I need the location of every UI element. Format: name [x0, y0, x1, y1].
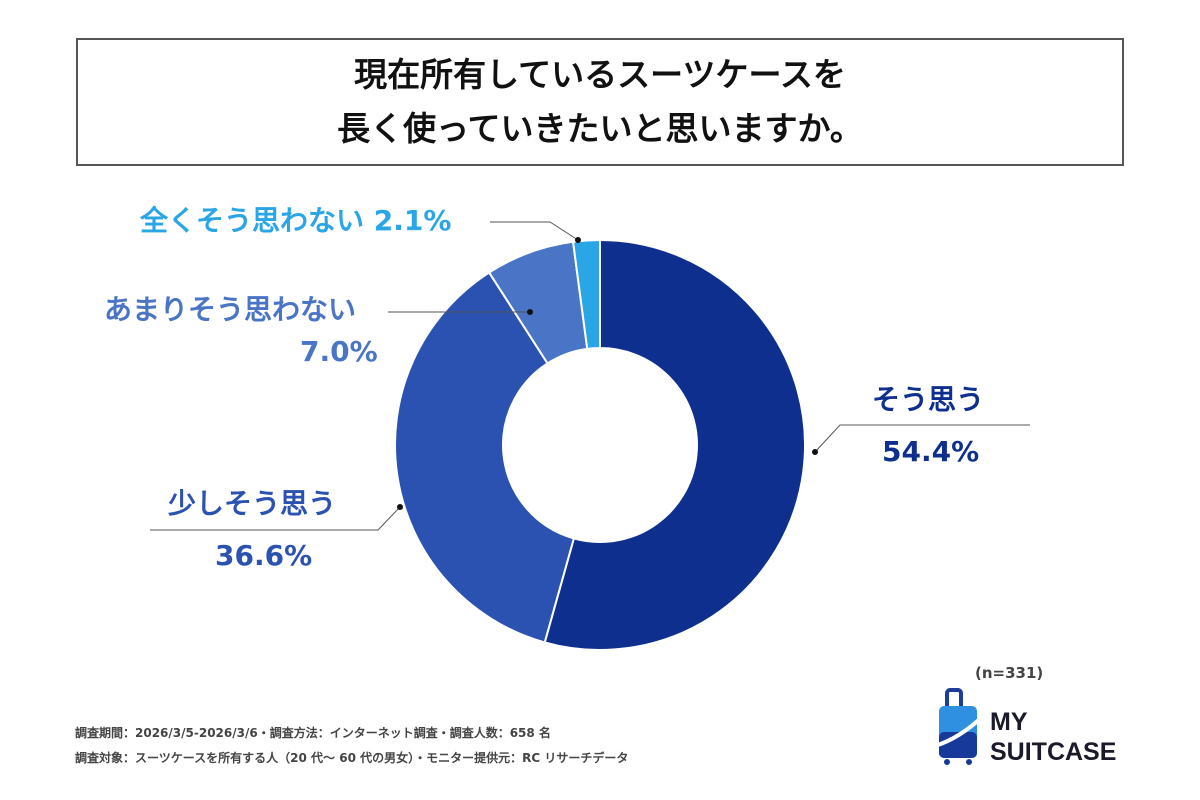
value-amari: 7.0% [300, 335, 378, 368]
leader-dot [575, 237, 581, 243]
leader-dot [812, 449, 818, 455]
donut-slice-3 [571, 238, 601, 350]
logo-line-1: MY [990, 708, 1028, 736]
label-mattaku: 全くそう思わない 2.1% [140, 203, 451, 239]
logo-line-2: SUITCASE [990, 738, 1117, 766]
footer-line-1: 調査期間：2026/3/5-2026/3/6・調査方法：インターネット調査・調査… [75, 726, 551, 740]
value-sou-omou: 54.4% [882, 435, 980, 468]
suitcase-logo-icon [935, 688, 985, 765]
label-sukoshi: 少しそう思う [168, 487, 337, 520]
leader-dot [397, 504, 403, 510]
leader-line-sou-omou [814, 424, 1030, 453]
donut-slice-0 [543, 238, 806, 651]
leader-dot [527, 309, 533, 315]
logo-text: MY SUITCASE [990, 707, 1116, 767]
label-sou-omou: そう思う [872, 383, 985, 416]
donut-slice-1 [394, 271, 576, 644]
value-mattaku: 2.1% [373, 204, 452, 237]
title-line-1: 現在所有しているスーツケースを [354, 55, 846, 94]
value-sukoshi: 36.6% [215, 539, 313, 572]
leader-line-sukoshi [150, 506, 401, 531]
label-mattaku-text: 全くそう思わない [140, 204, 365, 237]
label-amari: あまりそう思わない [104, 293, 357, 326]
leader-line-mattaku [490, 221, 579, 241]
chart-title: 現在所有しているスーツケースを 長く使っていきたいと思いますか。 [76, 38, 1124, 166]
sample-size: (n=331) [975, 664, 1044, 682]
footer-line-2: 調査対象：スーツケースを所有する人（20 代〜 60 代の男女）・モニター提供元… [75, 751, 629, 765]
title-line-2: 長く使っていきたいと思いますか。 [337, 109, 863, 148]
